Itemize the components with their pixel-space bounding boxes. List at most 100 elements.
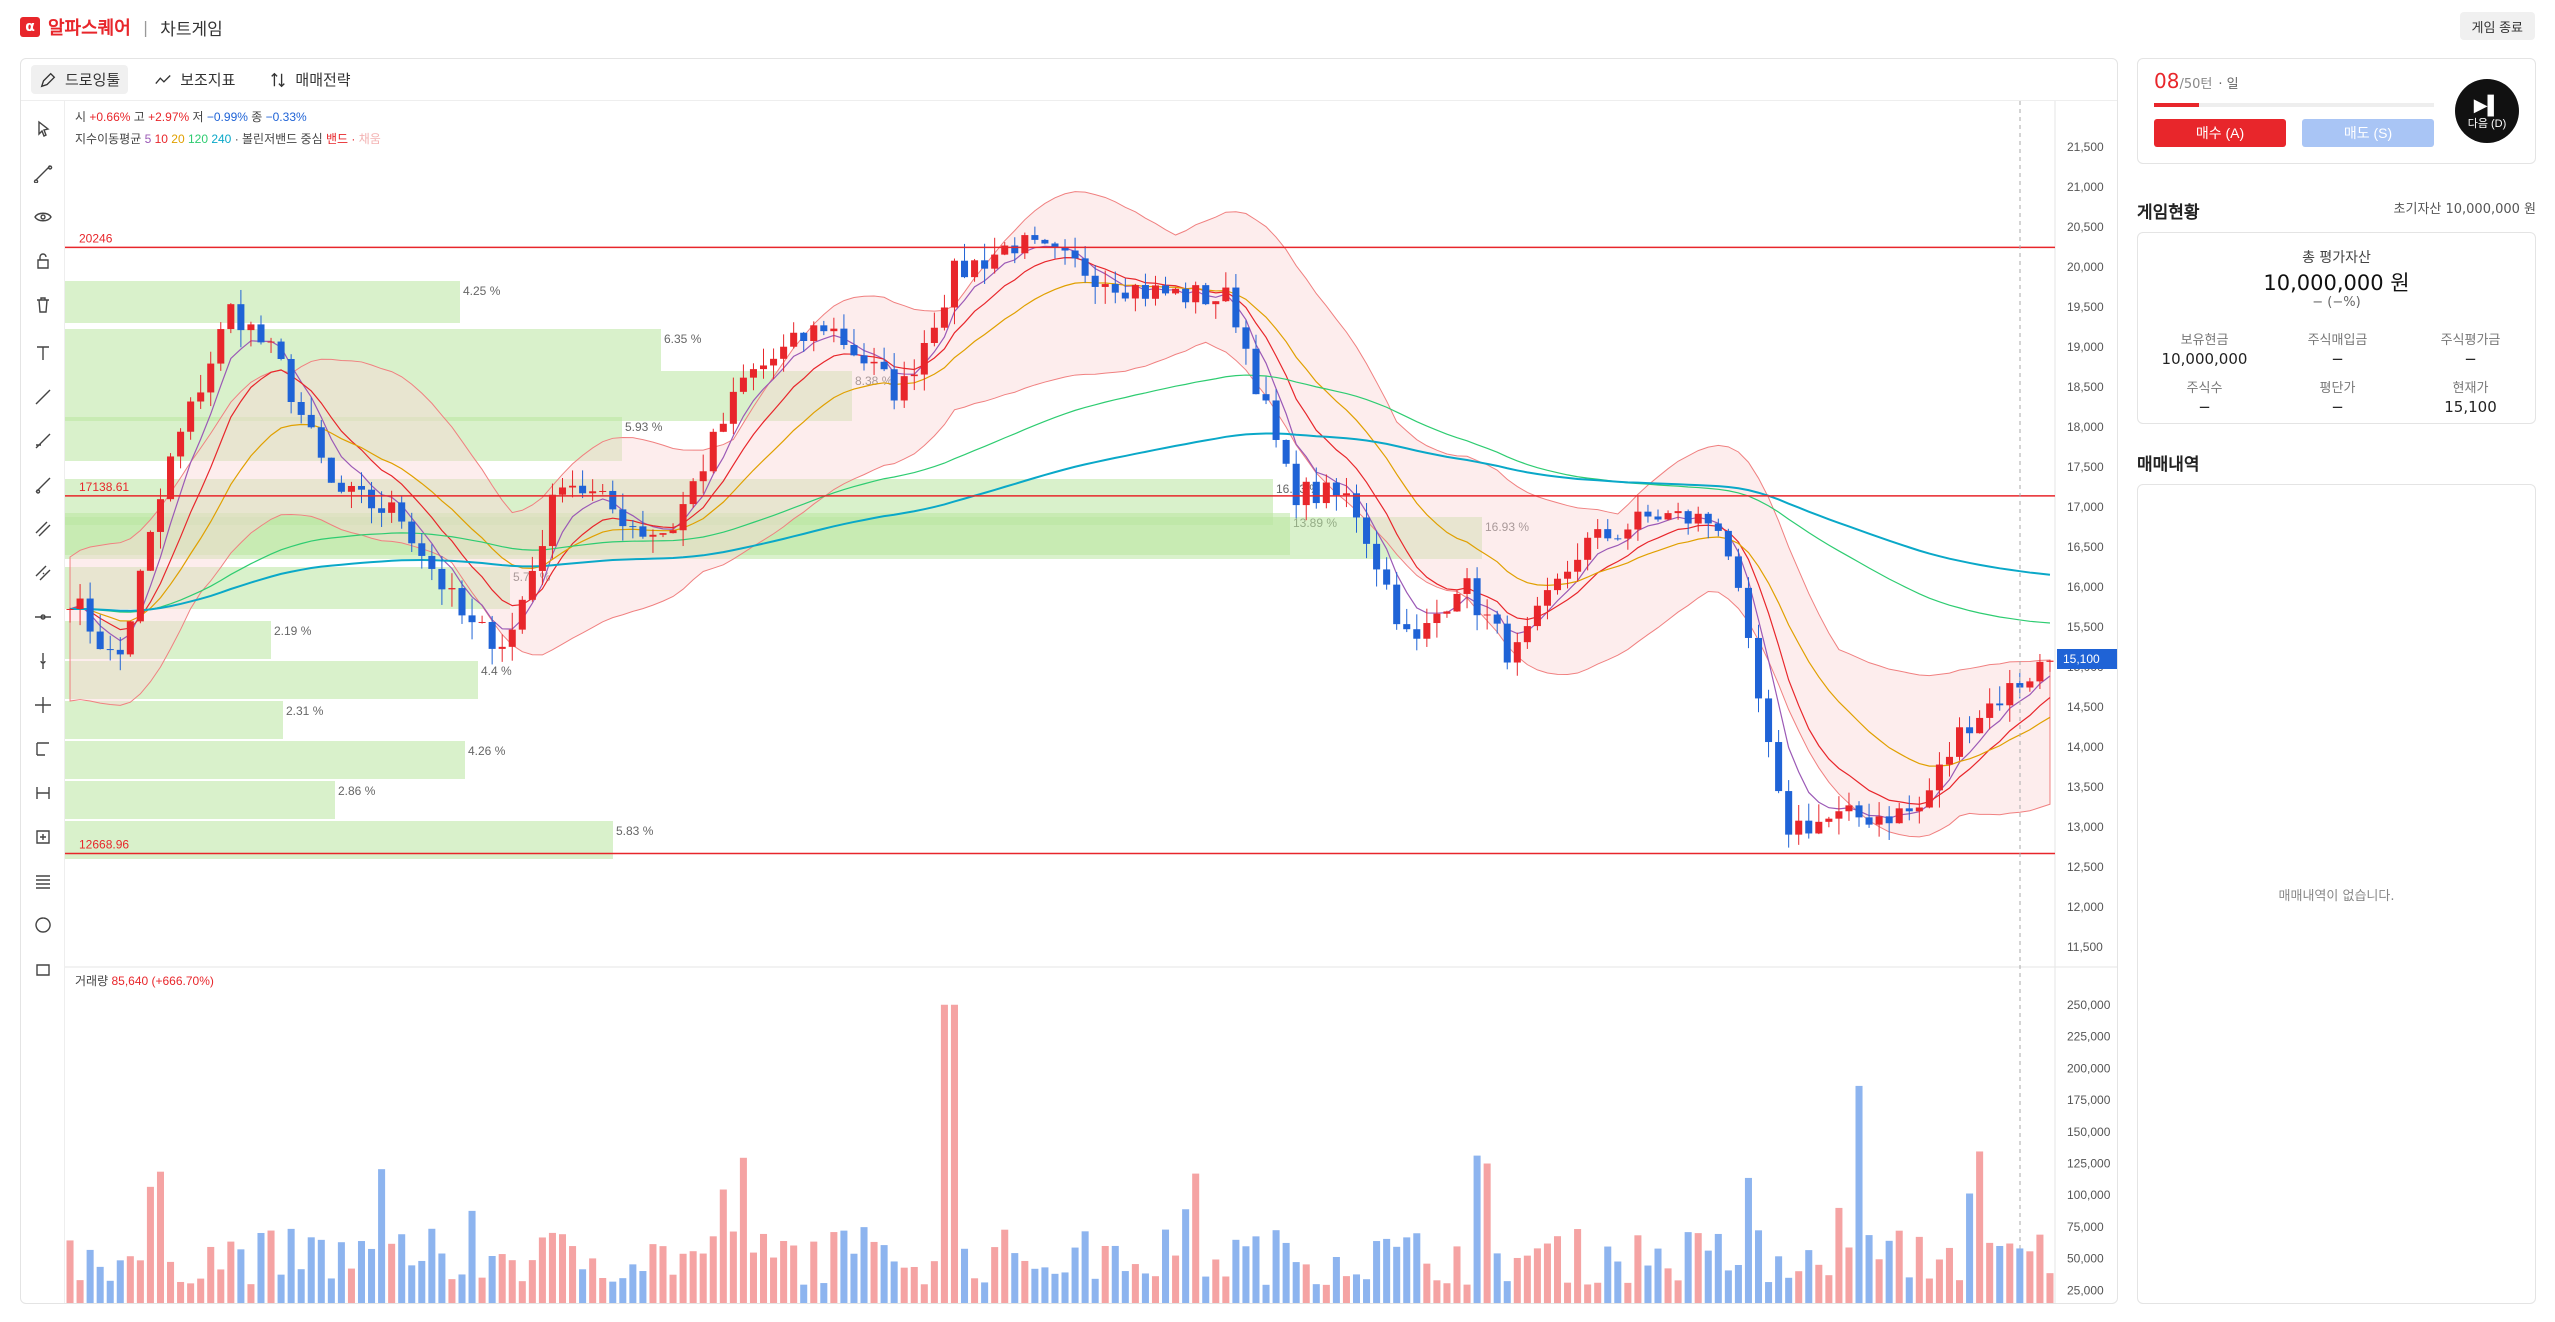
total-assets-label: 총 평가자산 — [2302, 250, 2371, 266]
volume-bar — [1342, 1276, 1350, 1303]
volume-bar — [1041, 1267, 1049, 1303]
candle-body — [579, 485, 587, 494]
candle-body — [1634, 511, 1642, 530]
tab-drawing-tools[interactable]: 드로잉툴 — [31, 65, 129, 94]
end-game-button[interactable]: 게임 종료 — [2459, 12, 2535, 40]
volume-bar — [820, 1283, 828, 1303]
volume-bar — [599, 1278, 607, 1303]
extended-line-icon[interactable] — [31, 473, 55, 497]
candle-body — [1081, 258, 1089, 276]
rectangle-icon[interactable] — [31, 957, 55, 981]
ray-icon[interactable] — [31, 429, 55, 453]
trash-icon[interactable] — [31, 293, 55, 317]
horizontal-line-icon[interactable] — [31, 605, 55, 629]
candle-body — [448, 588, 456, 590]
volume-bar — [850, 1253, 858, 1303]
candle-body — [639, 526, 647, 537]
candle-body — [1483, 614, 1491, 616]
drawing-toolbar — [21, 101, 65, 1303]
channel-icon[interactable] — [31, 561, 55, 585]
date-range-icon[interactable] — [31, 781, 55, 805]
volume-bar — [1744, 1177, 1752, 1303]
candle-body — [1091, 275, 1099, 287]
plus-box-icon[interactable] — [31, 825, 55, 849]
volume-bar — [1322, 1284, 1330, 1303]
brand-name[interactable]: 알파스퀘어 — [48, 18, 131, 39]
chart-canvas[interactable]: 21,500 21,000 20,500 20,000 19,500 19,000 18,5… — [65, 101, 2118, 1304]
candle-body — [729, 391, 737, 424]
volume-bar — [1262, 1284, 1270, 1303]
status-item: 주식매입금 − — [2307, 333, 2368, 368]
volume-bar — [368, 1248, 376, 1303]
candle-body — [1463, 578, 1471, 594]
price-range-icon[interactable] — [31, 737, 55, 761]
volume-bar — [156, 1171, 164, 1303]
volume-axis-label: 250,000 — [2067, 998, 2111, 1012]
buy-button[interactable]: 매수 (A) — [2154, 119, 2286, 147]
price-axis-label: 21,000 — [2067, 180, 2104, 194]
volume-bar — [629, 1264, 637, 1303]
tab-indicators[interactable]: 보조지표 — [146, 65, 243, 94]
volume-bar — [940, 1004, 948, 1303]
candle-body — [1724, 530, 1732, 557]
volume-profile-label: 8.38 % — [855, 374, 893, 388]
candle-body — [1252, 348, 1260, 395]
candle-body — [76, 598, 84, 609]
candle-body — [1986, 703, 1994, 718]
pencil-icon — [40, 72, 56, 87]
price-axis-label: 14,000 — [2067, 740, 2104, 754]
volume-bar — [418, 1260, 426, 1303]
volume-bar — [619, 1278, 627, 1303]
candle-body — [1785, 791, 1793, 835]
volume-bar — [1493, 1253, 1501, 1303]
ma-line-20 — [69, 281, 2051, 767]
cursor-icon[interactable] — [31, 117, 55, 141]
candle-body — [1121, 292, 1129, 299]
circle-icon[interactable] — [31, 913, 55, 937]
crosshair-icon[interactable] — [31, 693, 55, 717]
candle-body — [368, 489, 376, 509]
eye-icon[interactable] — [31, 205, 55, 229]
volume-bar — [1312, 1284, 1320, 1303]
volume-axis-label: 100,000 — [2067, 1188, 2111, 1202]
text-icon[interactable] — [31, 341, 55, 365]
volume-bar — [86, 1249, 94, 1303]
volume-bar — [971, 1278, 979, 1303]
next-turn-button[interactable]: ▶▌ 다음 (D) — [2455, 79, 2519, 143]
volume-bar — [337, 1242, 345, 1303]
volume-bar — [1775, 1256, 1783, 1303]
lock-icon[interactable] — [31, 249, 55, 273]
volume-bar — [1543, 1243, 1551, 1303]
bollinger-band — [69, 191, 2051, 838]
total-assets-value: 10,000,000 원 — [2263, 271, 2410, 295]
volume-profile-bar — [65, 701, 283, 739]
candle-body — [1805, 820, 1813, 834]
volume-bar — [1483, 1163, 1491, 1303]
candle-body — [458, 588, 466, 616]
volume-profile-label: 2.31 % — [286, 704, 324, 718]
candle-body — [910, 374, 918, 377]
volume-bar — [860, 1227, 868, 1303]
candle-body — [207, 363, 215, 393]
sell-button[interactable]: 매도 (S) — [2302, 119, 2434, 147]
candle-body — [116, 649, 124, 655]
candle-body — [1413, 629, 1421, 639]
parallel-line-icon[interactable] — [31, 517, 55, 541]
volume-bar — [659, 1246, 667, 1303]
candle-body — [739, 377, 747, 392]
candle-body — [1443, 611, 1451, 614]
candle-body — [1956, 727, 1964, 757]
candle-body — [187, 401, 195, 432]
price-axis-label: 11,500 — [2067, 940, 2103, 954]
trend-line-icon[interactable] — [31, 161, 55, 185]
volume-bar — [991, 1247, 999, 1303]
candle-body — [920, 342, 928, 375]
vertical-line-icon[interactable] — [31, 649, 55, 673]
candle-body — [1795, 820, 1803, 835]
chart-panel: 드로잉툴 보조지표 매매전략 21,500 21,000 20,500 20,000 1… — [20, 58, 2118, 1304]
tab-trading-strategy[interactable]: 매매전략 — [261, 65, 358, 94]
fib-icon[interactable] — [31, 869, 55, 893]
volume-bar — [277, 1274, 285, 1303]
line-icon[interactable] — [31, 385, 55, 409]
status-item: 현재가 15,100 — [2444, 381, 2497, 416]
